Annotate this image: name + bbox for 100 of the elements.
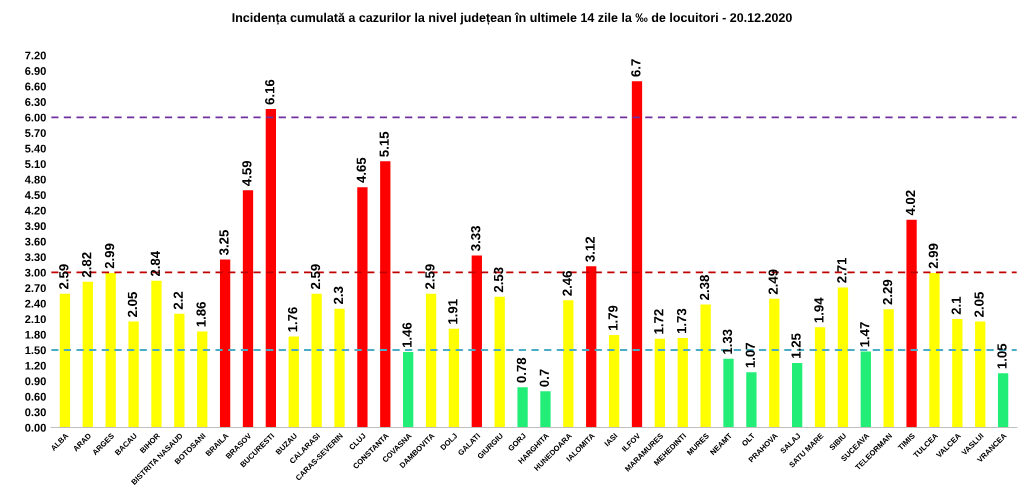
bar <box>792 362 803 428</box>
data-label: 2.2 <box>173 291 183 310</box>
data-label: 1.05 <box>997 343 1007 369</box>
data-label: 2.49 <box>768 269 778 295</box>
y-tick-label: 2.70 <box>25 284 46 293</box>
data-label: 2.59 <box>59 264 69 290</box>
data-label: 1.07 <box>745 342 755 368</box>
bar <box>311 293 322 428</box>
data-label: 2.82 <box>82 252 92 278</box>
bar <box>517 387 528 428</box>
bar <box>128 321 139 428</box>
bar <box>563 300 574 428</box>
y-tick-label: 4.80 <box>24 175 46 184</box>
data-label: 2.46 <box>562 271 572 296</box>
y-tick-label: 3.30 <box>24 253 46 262</box>
bar <box>105 272 116 428</box>
data-label: 1.73 <box>676 308 687 334</box>
bar <box>82 281 93 428</box>
y-tick-label: 2.40 <box>25 299 46 308</box>
bar <box>357 187 368 428</box>
data-label: 1.47 <box>860 322 870 347</box>
bar <box>906 219 917 428</box>
chart-title: Incidența cumulată a cazurilor la nivel județean în ultimele 14 zile la ‰ de locuitori - 20.12.2020 <box>232 12 792 25</box>
bar <box>59 293 71 428</box>
y-tick-label: 2.10 <box>25 315 46 324</box>
data-label: 2.05 <box>127 292 138 317</box>
data-label: 2.59 <box>310 264 321 290</box>
data-label: 5.15 <box>379 131 389 157</box>
y-tick-label: 1.80 <box>25 330 46 339</box>
y-tick-label: 0.30 <box>25 408 46 417</box>
y-tick-label: 7.20 <box>25 51 46 60</box>
bar <box>814 327 826 428</box>
data-label: 2.71 <box>837 257 847 283</box>
bar <box>586 266 597 428</box>
data-label: 2.59 <box>425 264 435 290</box>
y-tick-label: 6.00 <box>25 113 46 122</box>
data-label: 6.16 <box>265 79 275 105</box>
bar <box>723 358 734 428</box>
bar <box>997 373 1009 428</box>
y-tick-label: 1.20 <box>25 361 46 370</box>
bar <box>608 335 620 428</box>
data-label: 1.79 <box>608 305 618 331</box>
data-label: 2.53 <box>493 267 504 293</box>
bar <box>952 318 963 428</box>
data-label: 4.59 <box>242 160 252 186</box>
data-label: 2.38 <box>699 275 710 300</box>
bar <box>242 190 254 428</box>
data-label: 1.33 <box>722 329 733 354</box>
y-tick-label: 0.60 <box>25 392 46 401</box>
data-label: 0.7 <box>539 369 549 387</box>
data-label: 3.25 <box>219 230 229 256</box>
y-tick-label: 0.00 <box>25 423 46 432</box>
data-label: 1.91 <box>448 299 458 324</box>
bar <box>151 280 162 428</box>
data-label: 2.84 <box>150 250 160 277</box>
bar <box>494 296 505 428</box>
y-tick-label: 3.90 <box>24 222 46 231</box>
bar <box>975 321 986 428</box>
bar <box>219 259 231 428</box>
bar <box>540 391 551 428</box>
y-tick-label: 4.50 <box>24 191 46 200</box>
y-tick-label: 3.00 <box>24 268 46 277</box>
bar <box>746 372 757 428</box>
y-tick-label: 6.90 <box>25 67 46 75</box>
bar <box>174 313 185 428</box>
bar <box>700 304 711 428</box>
data-label: 2.99 <box>928 243 938 269</box>
data-label: 0.78 <box>516 357 527 383</box>
y-tick-label: 1.50 <box>25 346 46 355</box>
data-label: 2.99 <box>104 243 115 269</box>
data-label: 2.05 <box>974 292 984 317</box>
data-label: 4.65 <box>356 157 366 183</box>
y-tick-label: 5.10 <box>25 160 46 169</box>
bar <box>425 293 437 428</box>
data-label: 1.46 <box>402 322 412 348</box>
y-tick-label: 5.70 <box>25 129 46 138</box>
bar <box>631 81 643 428</box>
data-label: 1.76 <box>287 307 298 332</box>
bar <box>654 338 666 428</box>
bar <box>471 255 482 428</box>
y-tick-label: 4.20 <box>24 206 46 215</box>
data-label: 4.02 <box>905 190 916 216</box>
data-label: 2.3 <box>333 286 344 305</box>
y-tick-label: 5.40 <box>25 144 46 153</box>
bar <box>288 336 299 428</box>
data-label: 1.25 <box>791 333 801 358</box>
data-label: 3.33 <box>471 226 481 251</box>
bar <box>883 309 894 428</box>
bar <box>448 328 460 428</box>
bar <box>929 272 940 428</box>
data-label: 6.7 <box>631 59 641 77</box>
bar <box>677 338 688 428</box>
data-label: 2.1 <box>951 296 961 315</box>
y-tick-label: 3.60 <box>24 237 46 246</box>
y-tick-label: 6.30 <box>25 98 46 107</box>
bar <box>265 109 277 428</box>
data-label: 2.29 <box>882 279 893 305</box>
bar <box>769 298 780 428</box>
data-label: 1.86 <box>196 302 206 327</box>
data-label: 3.12 <box>585 236 595 262</box>
